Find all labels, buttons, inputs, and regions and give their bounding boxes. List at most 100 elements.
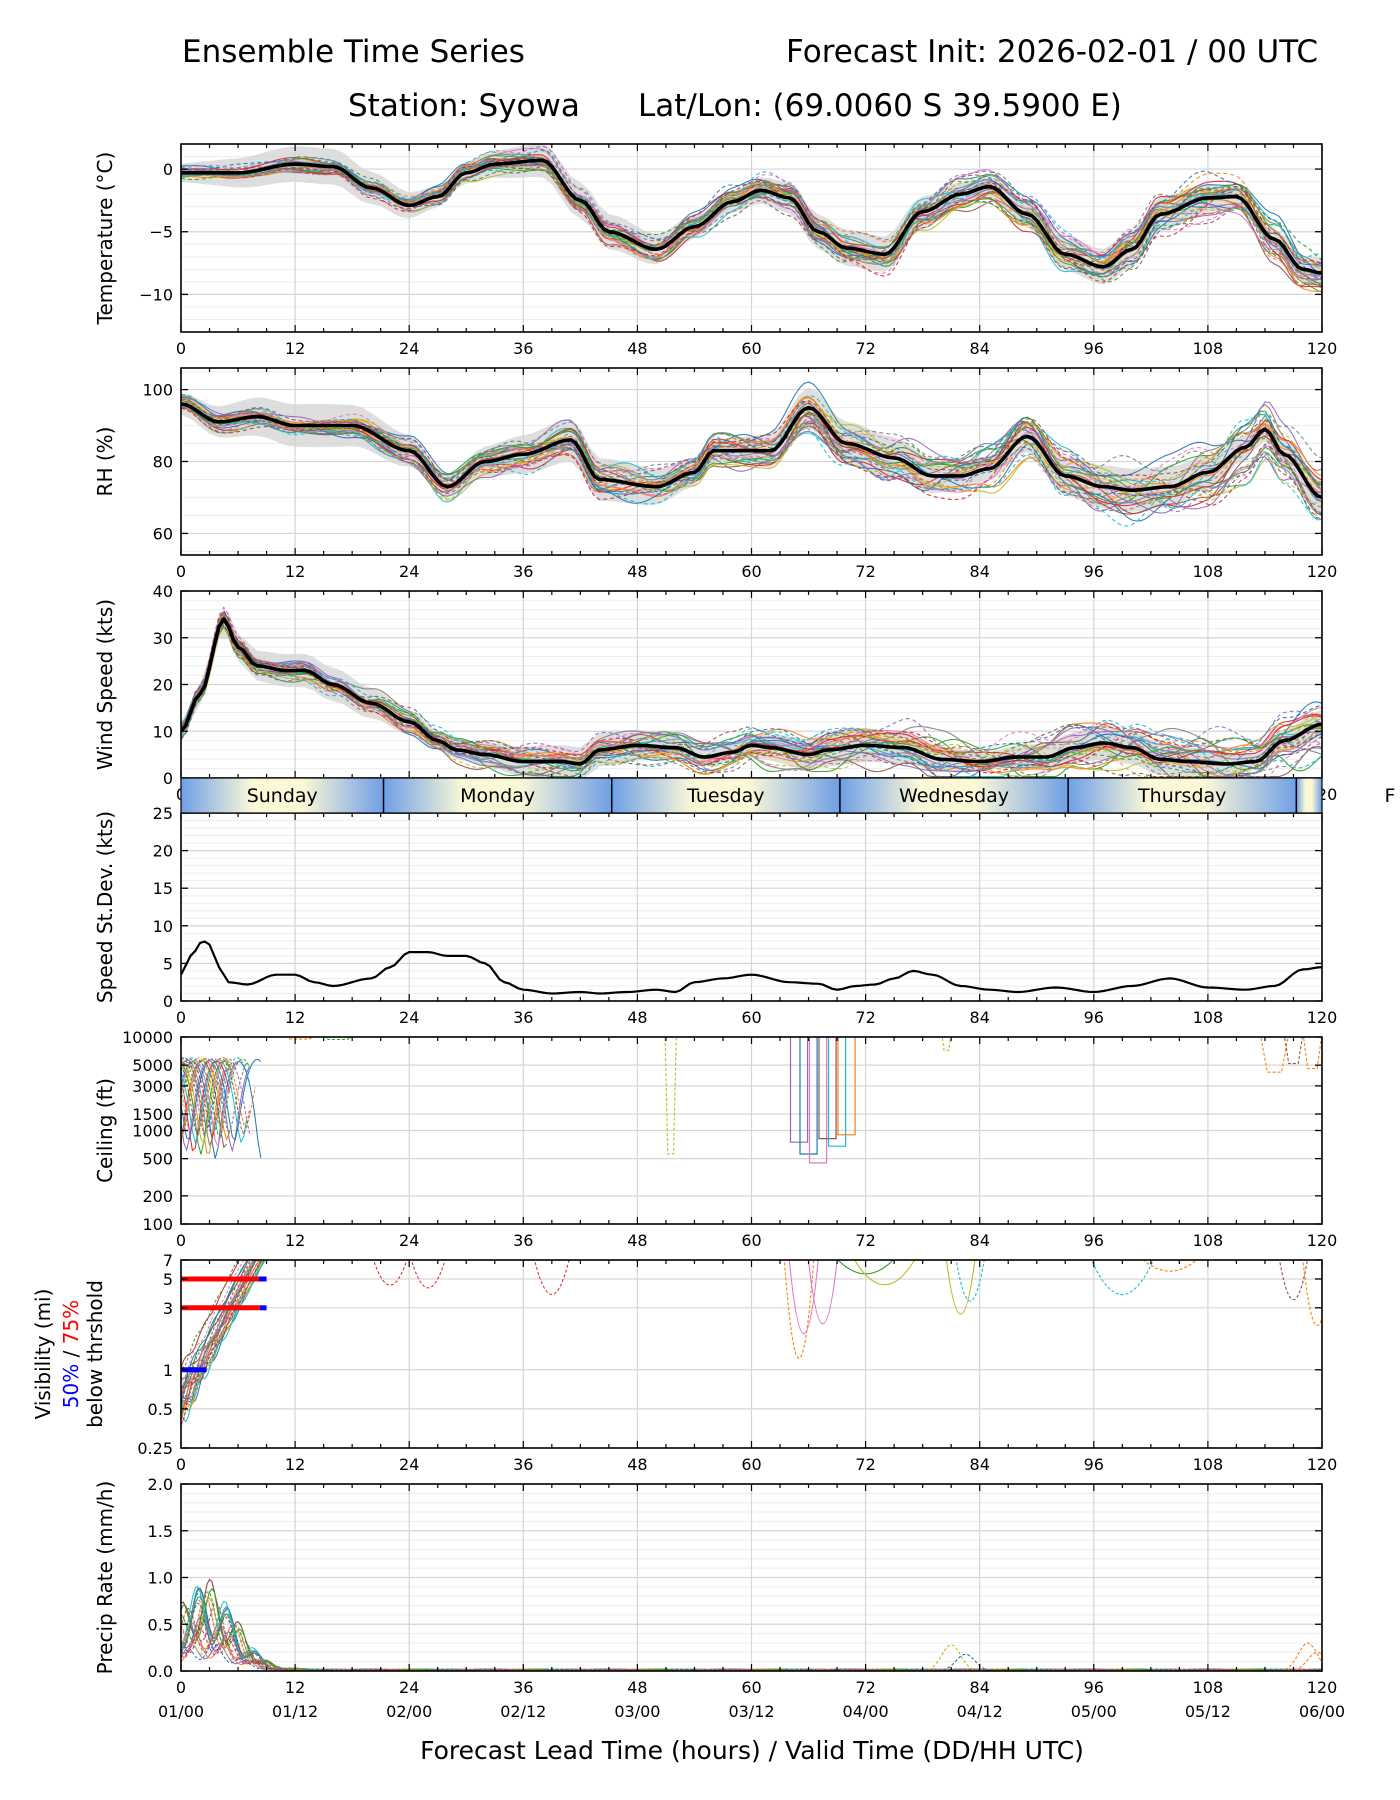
- ceil-ytick-label: 10000: [122, 1028, 173, 1047]
- rh-xtick-label: 48: [627, 562, 647, 581]
- vis-dip-line: [1090, 1260, 1154, 1296]
- ceil-spike-line: [1284, 1037, 1303, 1065]
- station-label: Station: Syowa: [348, 88, 580, 124]
- vis-ylabel-50: 50%: [59, 1364, 83, 1408]
- vis-dip-line: [534, 1260, 570, 1296]
- vis-member-line: [181, 1260, 257, 1397]
- std-xtick-label: 0: [176, 1008, 186, 1027]
- vis-dip-line: [854, 1260, 916, 1286]
- ceil-block-line: [818, 1037, 837, 1140]
- temp-xtick-label: 48: [627, 339, 647, 358]
- rh-member-line: [181, 405, 1322, 513]
- temp-member-line: [181, 150, 1322, 266]
- wind-member-line: [181, 617, 1322, 778]
- rh-member-line: [181, 400, 1322, 520]
- rh-xtick-label: 84: [970, 562, 990, 581]
- wind-panel: 01020304001224364860728496108120Wind Spe…: [93, 582, 1337, 804]
- std-ytick-label: 5: [163, 954, 173, 973]
- vis-dip-line: [945, 1260, 976, 1315]
- vis-member-line: [181, 1260, 259, 1399]
- wind-member-line: [181, 616, 1322, 778]
- std-plot-area: [181, 940, 1322, 995]
- ceil-member-line: [181, 1057, 250, 1136]
- day-band-segment: [1068, 778, 1297, 813]
- rh-member-line: [181, 400, 1322, 505]
- temp-xtick-label: 108: [1193, 339, 1224, 358]
- valid-time-label: 01/12: [272, 1702, 318, 1721]
- rh-member-line: [181, 405, 1322, 521]
- vis-ytick-label: 7: [163, 1251, 173, 1270]
- rh-member-line: [181, 395, 1322, 512]
- vis-dip-line: [788, 1260, 819, 1335]
- precip-xtick-label: 48: [627, 1678, 647, 1697]
- wind-ytick-label: 0: [163, 769, 173, 788]
- std-xtick-label: 72: [855, 1008, 875, 1027]
- temp-ytick-label: −10: [139, 285, 173, 304]
- vis-member-line: [181, 1260, 248, 1390]
- valid-time-label: 03/12: [728, 1702, 774, 1721]
- std-ytick-label: 10: [153, 917, 173, 936]
- temp-member-line: [181, 150, 1322, 276]
- ceil-member-line: [181, 1058, 230, 1142]
- rh-xtick-label: 24: [399, 562, 419, 581]
- std-ylabel: Speed St.Dev. (kts): [93, 811, 117, 1003]
- vis-ylabel-75: 75%: [59, 1300, 83, 1344]
- ceil-member-line: [181, 1057, 228, 1134]
- vis-member-line: [181, 1260, 240, 1369]
- temp-xtick-label: 12: [285, 339, 305, 358]
- valid-time-label: 05/12: [1185, 1702, 1231, 1721]
- std-xtick-label: 84: [970, 1008, 990, 1027]
- day-label: Monday: [460, 785, 535, 807]
- wind-member-line: [181, 620, 1322, 778]
- rh-member-line: [181, 400, 1322, 497]
- rh-ytick-label: 100: [142, 381, 173, 400]
- vis-xtick-label: 108: [1193, 1455, 1224, 1474]
- valid-time-label: 01/00: [158, 1702, 204, 1721]
- temp-xtick-label: 60: [741, 339, 761, 358]
- rh-plot-area: [181, 381, 1322, 527]
- valid-time-label: 04/12: [957, 1702, 1003, 1721]
- temp-mean-line: [181, 158, 1322, 275]
- chart-title: Ensemble Time Series: [182, 34, 525, 70]
- ceil-xtick-label: 12: [285, 1231, 305, 1250]
- ceil-spike-line: [323, 1037, 353, 1041]
- vis-xtick-label: 60: [741, 1455, 761, 1474]
- temp-member-line: [181, 159, 1322, 275]
- ceil-member-line: [181, 1058, 250, 1137]
- rh-member-line: [181, 405, 1322, 500]
- wind-member-line: [181, 611, 1322, 777]
- day-band-segment: [383, 778, 612, 813]
- ceil-xtick-label: 84: [970, 1231, 990, 1250]
- valid-time-label: 03/00: [614, 1702, 660, 1721]
- ceil-xtick-label: 60: [741, 1231, 761, 1250]
- std-panel: 0 5 10 15 20 25 0 12 24 36 48 60 72 84 96 108 120 Speed S…: [93, 804, 1337, 1027]
- vis-member-line: [181, 1260, 263, 1427]
- wind-ytick-label: 40: [153, 582, 173, 601]
- temp-ylabel: Temperature (°C): [93, 152, 117, 326]
- day-band: Sunday Monday Tuesday Wednesday Thursday F: [180, 777, 1395, 814]
- ceil-block-line: [789, 1037, 809, 1143]
- precip-ytick-label: 2.0: [148, 1475, 173, 1494]
- vis-member-line: [181, 1260, 263, 1425]
- vis-ylabel-sep: /: [59, 1344, 83, 1363]
- wind-member-line: [181, 609, 1322, 774]
- ceil-xtick-label: 24: [399, 1231, 419, 1250]
- vis-dip-line: [410, 1260, 446, 1289]
- vis-member-line: [181, 1260, 253, 1389]
- rh-axes: 60 80 100 0 12 24 36 48 60 72 84 96 108 120 RH (%): [93, 367, 1337, 581]
- vis-ylabel-main: Visibility (mi): [31, 1289, 55, 1420]
- vis-xtick-label: 36: [513, 1455, 533, 1474]
- precip-xtick-label: 72: [855, 1678, 875, 1697]
- std-xtick-label: 120: [1307, 1008, 1338, 1027]
- precip-ytick-label: 0.0: [148, 1662, 173, 1681]
- vis-member-line: [181, 1260, 263, 1413]
- wind-mean-line: [181, 617, 1322, 766]
- temp-member-line: [181, 157, 1322, 283]
- rh-xtick-label: 60: [741, 562, 761, 581]
- wind-ylabel: Wind Speed (kts): [93, 599, 117, 770]
- temp-member-line: [181, 156, 1322, 284]
- precip-bump-line: [1269, 1651, 1322, 1671]
- temp-member-line: [181, 159, 1322, 271]
